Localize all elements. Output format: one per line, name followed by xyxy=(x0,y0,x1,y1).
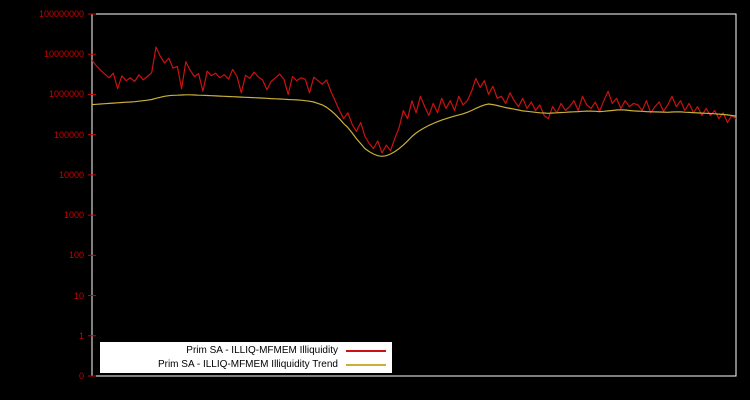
legend-line-sample-illiquidity-trend xyxy=(346,363,386,366)
legend-line-sample-illiquidity xyxy=(346,349,386,352)
y-axis-tick-label: 1 xyxy=(78,330,84,341)
y-axis-tick-label: 10000000 xyxy=(43,49,84,60)
y-axis-tick-label: 0 xyxy=(78,371,84,381)
y-axis-tick-label: 100000 xyxy=(53,129,84,140)
y-axis-tick-label: 100000000 xyxy=(38,9,84,19)
y-axis-tick-label: 1000000 xyxy=(48,89,84,100)
legend-row-illiquidity-trend: Prim SA - ILLIQ-MFMEM Illiquidity Trend xyxy=(106,358,386,371)
y-axis-tick-label: 1000 xyxy=(63,210,84,221)
plot-frame xyxy=(91,13,737,377)
legend-label-illiquidity-trend: Prim SA - ILLIQ-MFMEM Illiquidity Trend xyxy=(157,359,338,370)
y-axis-tick-label: 10 xyxy=(73,290,84,301)
legend-label-illiquidity: Prim SA - ILLIQ-MFMEM Illiquidity xyxy=(186,345,338,356)
y-axis: 100000000 10000000 1000000 100000 10000 1000 1… xyxy=(0,0,86,400)
series-line-1 xyxy=(91,94,737,157)
series-line-0 xyxy=(91,46,737,154)
legend-row-illiquidity: Prim SA - ILLIQ-MFMEM Illiquidity xyxy=(106,344,386,357)
legend: Prim SA - ILLIQ-MFMEM Illiquidity Prim S… xyxy=(100,342,392,373)
y-axis-tick-label: 100 xyxy=(68,250,84,261)
y-axis-tick-label: 10000 xyxy=(58,169,84,180)
